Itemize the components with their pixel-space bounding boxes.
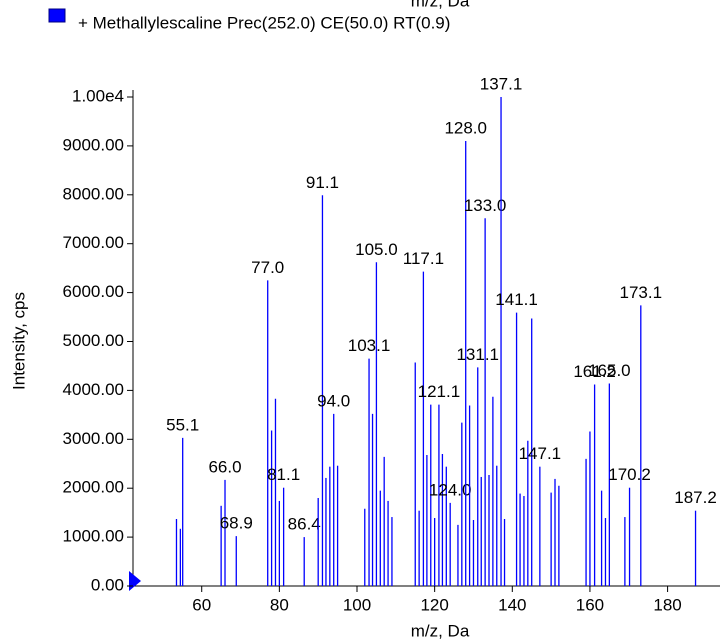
peak-label: 187.2 — [674, 488, 717, 507]
peak-label: 137.1 — [480, 74, 523, 93]
x-tick-label: 120 — [420, 595, 448, 614]
peak-label: 94.0 — [317, 391, 350, 410]
peak-label: 81.1 — [267, 465, 300, 484]
x-tick-label: 60 — [192, 595, 211, 614]
x-tick-label: 180 — [653, 595, 681, 614]
peak-label: 147.1 — [519, 444, 562, 463]
y-tick-label: 1.00e4 — [72, 86, 124, 105]
peak-label: 170.2 — [608, 465, 651, 484]
peak-label: 86.4 — [288, 515, 321, 534]
peak-label: 105.0 — [355, 240, 398, 259]
peak-label: 68.9 — [220, 514, 253, 533]
peak-label: 173.1 — [620, 283, 663, 302]
y-tick-label: 0.00 — [91, 575, 124, 594]
y-tick-label: 8000.00 — [63, 184, 124, 203]
y-tick-label: 1000.00 — [63, 527, 124, 546]
peak-label: 91.1 — [306, 173, 339, 192]
x-axis-title: m/z, Da — [411, 621, 470, 640]
legend-swatch — [48, 8, 66, 23]
y-axis-title: Intensity, cps — [9, 292, 28, 390]
y-tick-label: 9000.00 — [63, 135, 124, 154]
y-tick-label: 5000.00 — [63, 331, 124, 350]
peak-label: 124.0 — [429, 480, 472, 499]
peak-label: 103.1 — [348, 336, 391, 355]
x-tick-label: 100 — [343, 595, 371, 614]
peak-label: 128.0 — [444, 118, 487, 137]
peak-label: 77.0 — [251, 258, 284, 277]
y-tick-label: 2000.00 — [63, 478, 124, 497]
peak-label: 55.1 — [166, 415, 199, 434]
peak-label: 66.0 — [208, 457, 241, 476]
top-axis-label: m/z, Da — [411, 0, 470, 10]
peak-label: 141.1 — [495, 290, 538, 309]
legend-label: + Methallylescaline Prec(252.0) CE(50.0)… — [78, 13, 450, 32]
x-tick-label: 160 — [576, 595, 604, 614]
x-tick-label: 140 — [498, 595, 526, 614]
peak-label: 165.0 — [588, 361, 631, 380]
peak-label: 161.2 — [573, 362, 616, 381]
x-tick-label: 80 — [270, 595, 289, 614]
peak-label: 131.1 — [456, 345, 499, 364]
y-tick-label: 7000.00 — [63, 233, 124, 252]
baseline-marker — [129, 571, 141, 591]
y-tick-label: 6000.00 — [63, 282, 124, 301]
y-tick-label: 3000.00 — [63, 429, 124, 448]
peak-label: 117.1 — [403, 249, 444, 268]
y-tick-label: 4000.00 — [63, 380, 124, 399]
peak-label: 121.1 — [418, 382, 461, 401]
peak-label: 133.0 — [464, 196, 507, 215]
